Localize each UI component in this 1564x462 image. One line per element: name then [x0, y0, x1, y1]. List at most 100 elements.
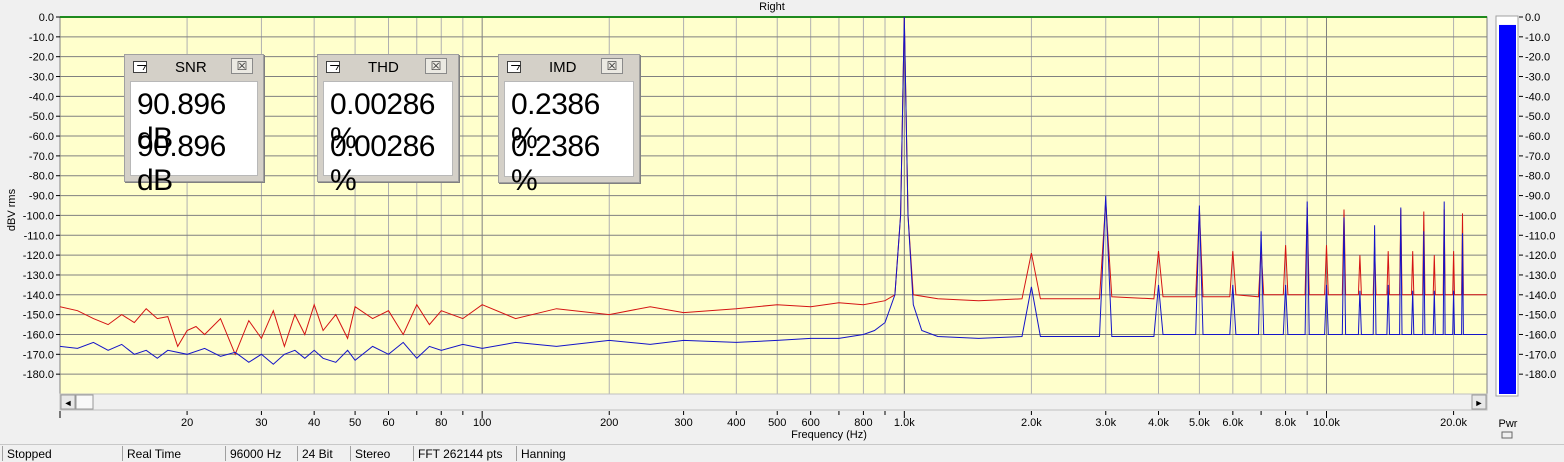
pwr-tick-label: -140.0 [1525, 290, 1556, 302]
x-tick-label: 40 [308, 417, 320, 429]
resize-grip-icon[interactable] [1501, 431, 1513, 439]
series-layer [60, 17, 1487, 365]
scroll-right-button[interactable] [1471, 394, 1487, 410]
status-fft-size: FFT 262144 pts [413, 446, 516, 461]
pwr-tick-label: -170.0 [1525, 349, 1556, 361]
x-tick-label: 20.0k [1440, 417, 1467, 429]
status-bar: Stopped Real Time 96000 Hz 24 Bit Stereo… [0, 444, 1564, 462]
imd-meter-display: 0.2386 % 0.2386 % [504, 81, 634, 197]
grid [59, 16, 1487, 394]
x-tick-label: 800 [854, 417, 872, 429]
pwr-tick-label: -50.0 [1525, 111, 1550, 123]
imd-value-left: 0.2386 % [511, 88, 600, 155]
x-tick-label: 200 [600, 417, 618, 429]
y-tick-label: -120.0 [23, 250, 54, 262]
pwr-tick-label: 0.0 [1525, 12, 1540, 24]
y-tick-label: -40.0 [29, 91, 54, 103]
pwr-tick-label: -20.0 [1525, 52, 1550, 64]
chart-title: Right [759, 1, 785, 13]
imd-meter-header[interactable]: IMD ☒ [499, 55, 639, 79]
x-tick-label: 600 [801, 417, 819, 429]
thd-value-left: 0.00286 % [330, 88, 435, 155]
scroll-right-arrow-icon: ► [1475, 398, 1484, 408]
x-tick-label: 4.0k [1148, 417, 1169, 429]
scroll-left-arrow-icon: ◄ [64, 398, 73, 408]
pwr-tick-label: -130.0 [1525, 270, 1556, 282]
series-line-1 [60, 17, 1487, 365]
pwr-tick-label: -10.0 [1525, 32, 1550, 44]
y-axis-label: dBV rms [6, 188, 18, 231]
pwr-tick-label: -80.0 [1525, 171, 1550, 183]
y-tick-label: -30.0 [29, 72, 54, 84]
thd-meter-header[interactable]: THD ☒ [318, 55, 458, 79]
pwr-tick-label: -60.0 [1525, 131, 1550, 143]
thd-meter[interactable]: THD ☒ 0.00286 % 0.00286 % [317, 54, 459, 197]
x-tick-label: 3.0k [1095, 417, 1116, 429]
y-tick-label: -10.0 [29, 32, 54, 44]
y-tick-label: 0.0 [39, 12, 54, 24]
snr-meter-header[interactable]: SNR ☒ [125, 55, 263, 79]
pwr-tick-label: -180.0 [1525, 369, 1556, 381]
x-axis: 20 30 40 50 60 80 100 200 300 400 500 600 800 1.0k 2.0… [59, 411, 1468, 429]
pwr-tick-label: -160.0 [1525, 329, 1556, 341]
imd-close-button[interactable]: ☒ [601, 58, 623, 74]
power-meter-scale: 0.0 -10.0 -20.0 -30.0 -40.0 -50.0 -60.0 -70.0 -8… [1519, 12, 1556, 381]
imd-meter-title: IMD [549, 59, 577, 76]
y-tick-label: -140.0 [23, 290, 54, 302]
x-tick-label: 60 [382, 417, 394, 429]
pwr-tick-label: -150.0 [1525, 310, 1556, 322]
y-tick-label: -170.0 [23, 349, 54, 361]
y-tick-label: -180.0 [23, 369, 54, 381]
thd-value-right: 0.00286 % [330, 130, 435, 197]
meter-wave-icon [326, 61, 340, 73]
snr-meter[interactable]: SNR ☒ 90.896 dB 90.896 dB [124, 54, 264, 197]
status-run-state: Stopped [2, 446, 122, 461]
x-tick-label: 10.0k [1313, 417, 1340, 429]
scroll-thumb[interactable] [75, 394, 94, 410]
thd-meter-display: 0.00286 % 0.00286 % [323, 81, 453, 197]
y-axis: 0.0 -10.0 -20.0 -30.0 -40.0 -50.0 -60.0 -70.0 -8… [23, 12, 60, 381]
x-tick-label: 2.0k [1021, 417, 1042, 429]
snr-value-right: 90.896 dB [137, 130, 226, 197]
status-window: Hanning [516, 446, 596, 461]
x-tick-label: 20 [181, 417, 193, 429]
y-tick-label: -160.0 [23, 329, 54, 341]
meter-wave-icon [133, 61, 147, 73]
snr-value-left: 90.896 dB [137, 88, 226, 155]
y-tick-label: -80.0 [29, 171, 54, 183]
thd-close-button[interactable]: ☒ [425, 58, 447, 74]
pwr-tick-label: -110.0 [1525, 230, 1555, 242]
snr-meter-display: 90.896 dB 90.896 dB [130, 81, 258, 197]
y-tick-label: -20.0 [29, 52, 54, 64]
x-tick-label: 300 [674, 417, 692, 429]
status-sample-rate: 96000 Hz [225, 446, 297, 461]
power-meter-fill [1499, 24, 1516, 394]
pwr-tick-label: -40.0 [1525, 91, 1550, 103]
snr-meter-title: SNR [175, 59, 207, 76]
pwr-tick-label: -70.0 [1525, 151, 1550, 163]
x-tick-label: 50 [349, 417, 361, 429]
status-mode: Real Time [122, 446, 225, 461]
status-channels: Stereo [350, 446, 413, 461]
imd-meter[interactable]: IMD ☒ 0.2386 % 0.2386 % [498, 54, 640, 197]
scroll-left-button[interactable] [60, 394, 76, 410]
x-tick-label: 400 [727, 417, 745, 429]
y-tick-label: -50.0 [29, 111, 54, 123]
y-tick-label: -70.0 [29, 151, 54, 163]
pwr-tick-label: -120.0 [1525, 250, 1556, 262]
power-meter: 0.0 -10.0 -20.0 -30.0 -40.0 -50.0 -60.0 -70.0 -8… [1495, 12, 1556, 439]
x-tick-label: 80 [435, 417, 447, 429]
y-tick-label: -100.0 [23, 210, 54, 222]
pwr-tick-label: -100.0 [1525, 210, 1556, 222]
pwr-tick-label: -30.0 [1525, 72, 1550, 84]
x-tick-label: 500 [768, 417, 786, 429]
x-tick-label: 100 [473, 417, 491, 429]
horizontal-scrollbar[interactable]: ◄ ► [59, 393, 1488, 411]
pwr-tick-label: -90.0 [1525, 191, 1550, 203]
x-axis-label: Frequency (Hz) [791, 429, 867, 441]
plot-background [59, 16, 1488, 395]
snr-close-button[interactable]: ☒ [231, 58, 253, 74]
plot-area [59, 16, 1488, 395]
y-tick-label: -60.0 [29, 131, 54, 143]
